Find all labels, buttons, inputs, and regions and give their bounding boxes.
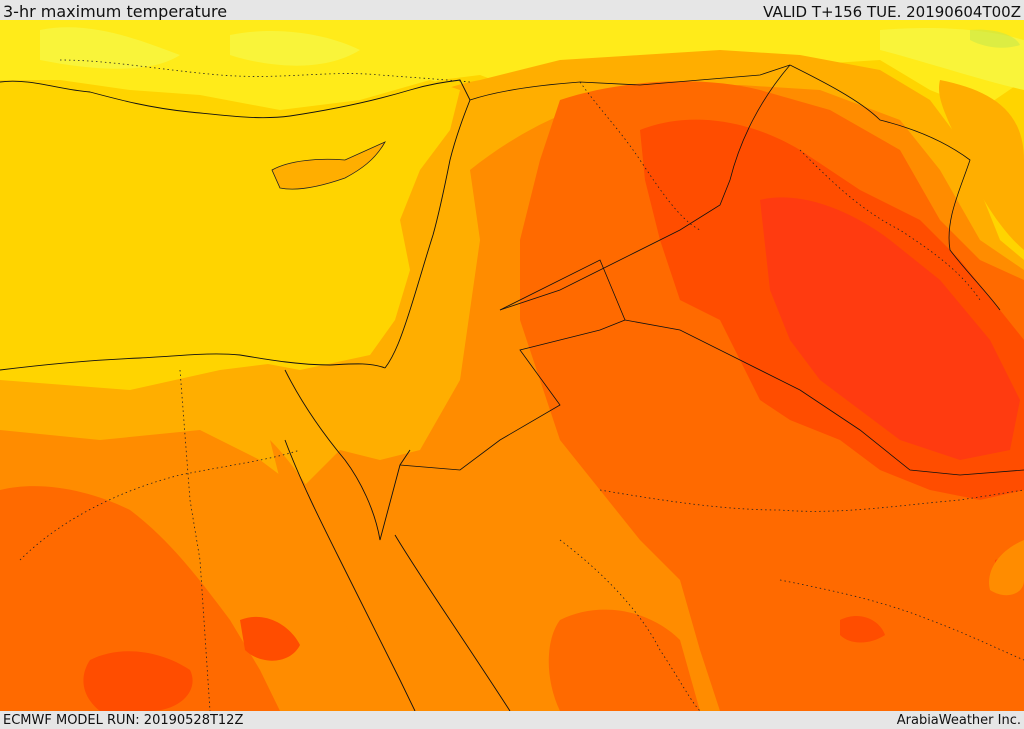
- model-run-label: ECMWF MODEL RUN: 20190528T12Z: [3, 713, 244, 728]
- turkey-south-coast: [0, 79, 471, 119]
- amber-east-patch: [939, 80, 1024, 250]
- map-canvas: [0, 20, 1024, 711]
- sinai-outline: [284, 369, 411, 541]
- dotted-turkey: [59, 59, 471, 83]
- footer-bar: ECMWF MODEL RUN: 20190528T12Z ArabiaWeat…: [0, 711, 1024, 729]
- cyprus-island: [271, 141, 386, 190]
- red-sea-west-coast: [284, 439, 416, 711]
- dotted-saudi-2: [559, 539, 701, 711]
- dotted-saudi: [599, 489, 1024, 512]
- north-green-tint: [970, 29, 1020, 48]
- egypt-coast: [0, 353, 386, 371]
- syria-iraq-border: [499, 64, 791, 311]
- mediterranean-sea: [0, 80, 460, 380]
- coastlines: [0, 79, 511, 711]
- temperature-map: [0, 20, 1024, 711]
- jordan-saudi-border: [399, 259, 626, 471]
- dotted-egypt-vertical: [179, 369, 211, 711]
- iran-iraq-border: [789, 64, 1001, 311]
- admin-boundaries: [19, 59, 1024, 711]
- red-southwest-patches: [83, 616, 300, 711]
- red-sea: [270, 440, 420, 711]
- deep-orange-arabia: [548, 609, 700, 711]
- red-hot-core: [760, 197, 1020, 461]
- map-title: 3-hr maximum temperature: [3, 2, 228, 21]
- north-pale-patches: [40, 27, 1024, 90]
- country-borders: [399, 64, 1024, 476]
- deep-orange-southwest: [0, 486, 280, 711]
- persian-gulf: [989, 540, 1024, 596]
- red-sea-east-coast: [394, 534, 511, 711]
- dotted-egypt: [19, 449, 301, 561]
- credit-label: ArabiaWeather Inc.: [896, 713, 1021, 728]
- dotted-iraq: [799, 149, 981, 301]
- iraq-saudi-border: [624, 319, 1024, 476]
- valid-time: VALID T+156 TUE. 20190604T00Z: [763, 3, 1021, 21]
- turkey-syria-border: [469, 64, 791, 101]
- header-bar: 3-hr maximum temperature VALID T+156 TUE…: [0, 0, 1024, 21]
- levant-coast: [384, 99, 471, 369]
